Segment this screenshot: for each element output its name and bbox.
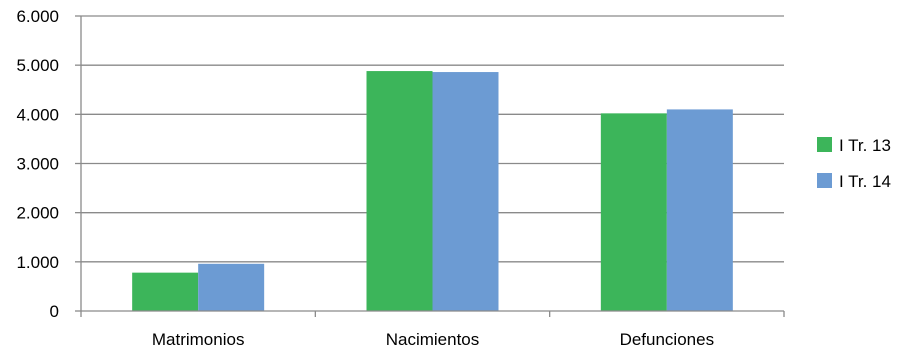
category-label: Defunciones: [620, 330, 715, 349]
bar: [600, 113, 667, 311]
y-tick-label: 5.000: [16, 56, 59, 75]
legend-swatch: [817, 173, 832, 188]
x-axis-category-labels: Matrimonios Nacimientos Defunciones: [152, 330, 714, 349]
legend-swatch: [817, 137, 832, 152]
y-tick-label: 2.000: [16, 204, 59, 223]
bar: [198, 263, 265, 311]
bar: [666, 109, 733, 312]
legend-label: I Tr. 14: [839, 172, 891, 191]
category-label: Matrimonios: [152, 330, 245, 349]
y-tick-label: 0: [50, 302, 59, 321]
y-tick-label: 3.000: [16, 155, 59, 174]
axes: [80, 16, 785, 317]
bars: [132, 71, 733, 312]
y-tick-label: 4.000: [16, 105, 59, 124]
category-label: Nacimientos: [386, 330, 480, 349]
bar: [366, 71, 433, 311]
bar: [432, 72, 499, 311]
y-axis-tick-labels: 0 1.000 2.000 3.000 4.000 5.000 6.000: [16, 7, 59, 321]
legend: I Tr. 13 I Tr. 14: [817, 136, 891, 191]
bar: [132, 272, 199, 311]
y-tick-label: 6.000: [16, 7, 59, 26]
y-tick-label: 1.000: [16, 253, 59, 272]
legend-label: I Tr. 13: [839, 136, 891, 155]
